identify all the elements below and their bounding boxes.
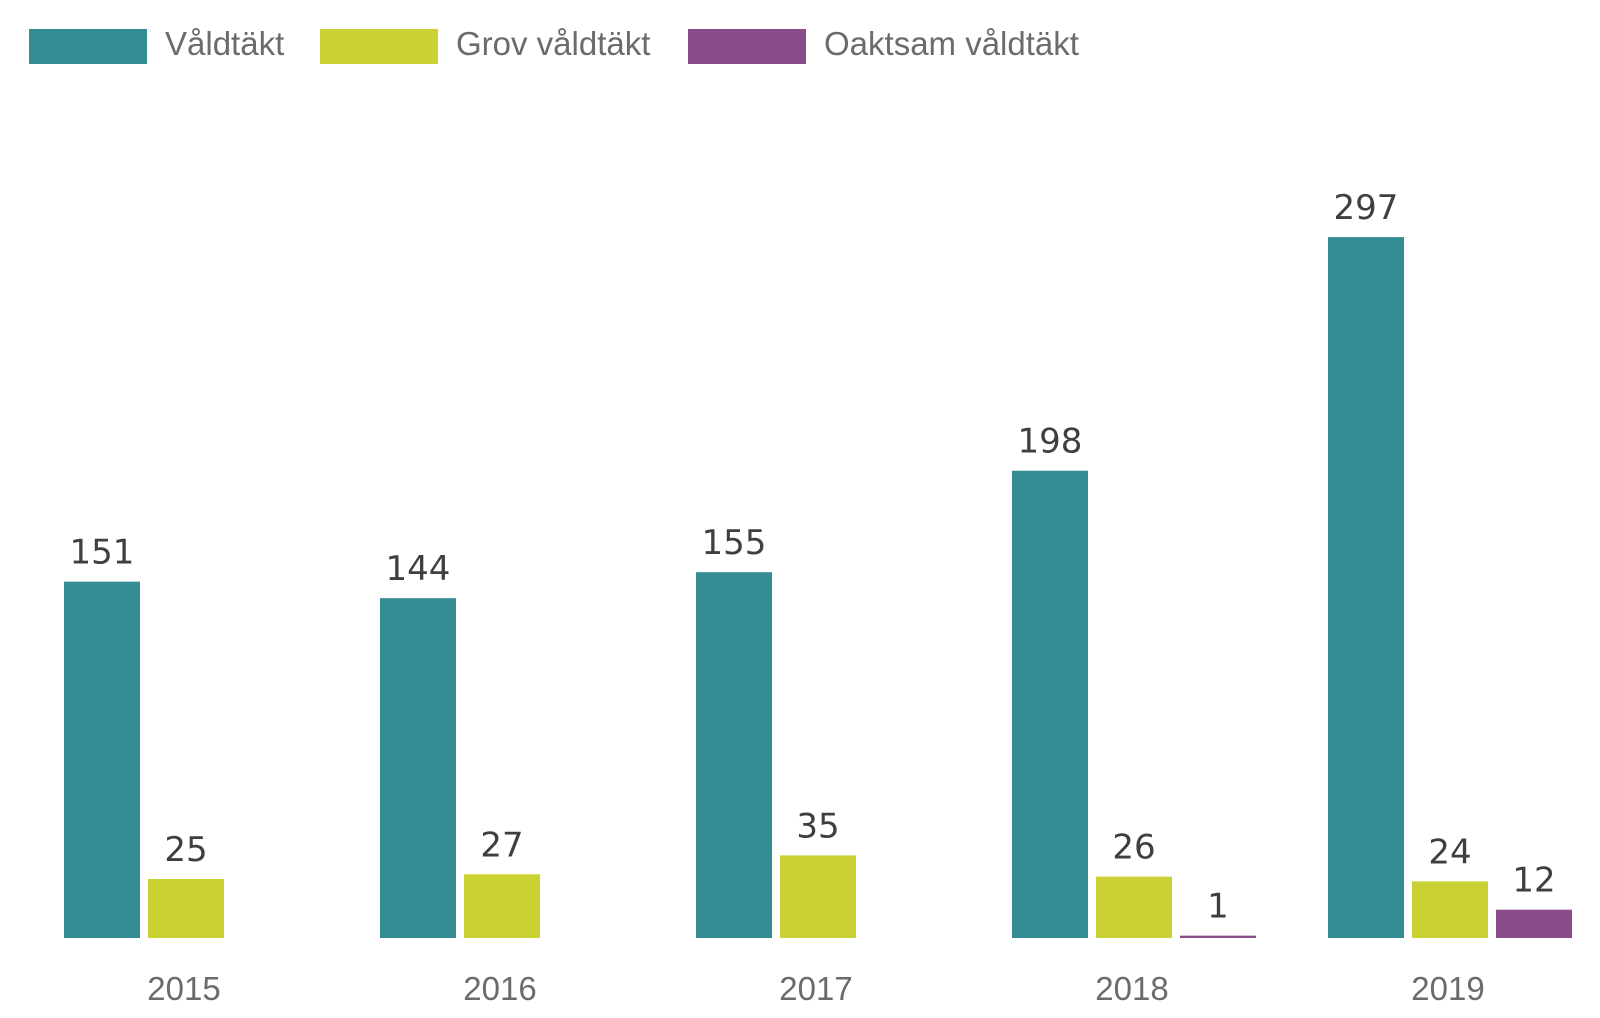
data-label-2019-series-2: 12 [1512,861,1555,901]
data-label-2015-series-1: 25 [164,830,207,870]
data-label-2018-series-1: 26 [1112,828,1155,868]
data-label-2019-series-0: 297 [1334,188,1399,228]
x-tick-2016: 2016 [463,970,536,1007]
data-label-2018-series-2: 1 [1207,887,1229,927]
bar-2019-series-2 [1496,909,1572,938]
bar-2018-series-0 [1012,470,1088,938]
data-label-2015-series-0: 151 [70,533,135,573]
bar-2015-series-1 [148,879,224,938]
legend-label-0: Våldtäkt [165,25,284,62]
data-label-2016-series-0: 144 [386,549,451,589]
x-tick-2018: 2018 [1095,970,1168,1007]
x-axis-ticks: 2015 2016 2017 2018 2019 [147,970,1484,1007]
data-label-2017-series-0: 155 [702,523,767,563]
legend-swatch-1 [320,29,438,64]
bar-2016-series-1 [464,874,540,938]
x-tick-2019: 2019 [1411,970,1484,1007]
data-label-2017-series-1: 35 [796,806,839,846]
bar-2018-series-1 [1096,876,1172,938]
legend: Våldtäkt Grov våldtäkt Oaktsam våldtäkt [29,25,1079,64]
bar-2019-series-1 [1412,881,1488,938]
bar-2018-series-2 [1180,935,1256,938]
bar-2019-series-0 [1328,237,1404,938]
bar-2015-series-0 [64,581,140,938]
data-label-2018-series-0: 198 [1018,422,1083,462]
legend-swatch-0 [29,29,147,64]
legend-swatch-2 [688,29,806,64]
bar-2016-series-0 [380,598,456,938]
data-label-2019-series-1: 24 [1428,832,1471,872]
legend-label-1: Grov våldtäkt [456,25,650,62]
bar-2017-series-0 [696,572,772,938]
legend-label-2: Oaktsam våldtäkt [824,25,1079,62]
bar-2017-series-1 [780,855,856,938]
data-label-2016-series-1: 27 [480,825,523,865]
x-tick-2017: 2017 [779,970,852,1007]
bars [64,237,1572,938]
value-labels: 151 25 144 27 155 35 198 26 1 297 24 12 [70,188,1556,927]
x-tick-2015: 2015 [147,970,220,1007]
